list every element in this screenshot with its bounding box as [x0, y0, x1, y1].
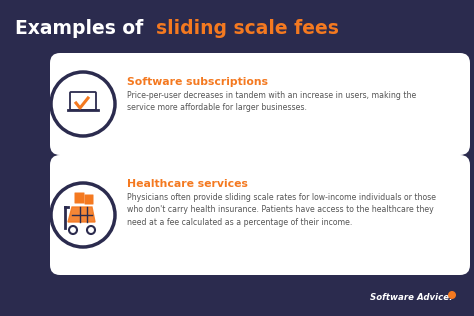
Circle shape: [51, 183, 115, 247]
FancyBboxPatch shape: [50, 155, 470, 275]
Text: Physicians often provide sliding scale rates for low-income individuals or those: Physicians often provide sliding scale r…: [127, 193, 436, 227]
Text: Examples of: Examples of: [15, 19, 150, 38]
Text: Software subscriptions: Software subscriptions: [127, 77, 268, 87]
Circle shape: [51, 72, 115, 136]
FancyBboxPatch shape: [50, 53, 470, 155]
Circle shape: [448, 291, 456, 299]
Text: sliding scale fees: sliding scale fees: [156, 19, 339, 38]
Text: Price-per-user decreases in tandem with an increase in users, making the
service: Price-per-user decreases in tandem with …: [127, 91, 416, 112]
Text: Software Advice.: Software Advice.: [370, 294, 452, 302]
Polygon shape: [68, 207, 95, 222]
FancyBboxPatch shape: [74, 192, 84, 204]
FancyBboxPatch shape: [84, 195, 93, 204]
Text: Healthcare services: Healthcare services: [127, 179, 248, 189]
